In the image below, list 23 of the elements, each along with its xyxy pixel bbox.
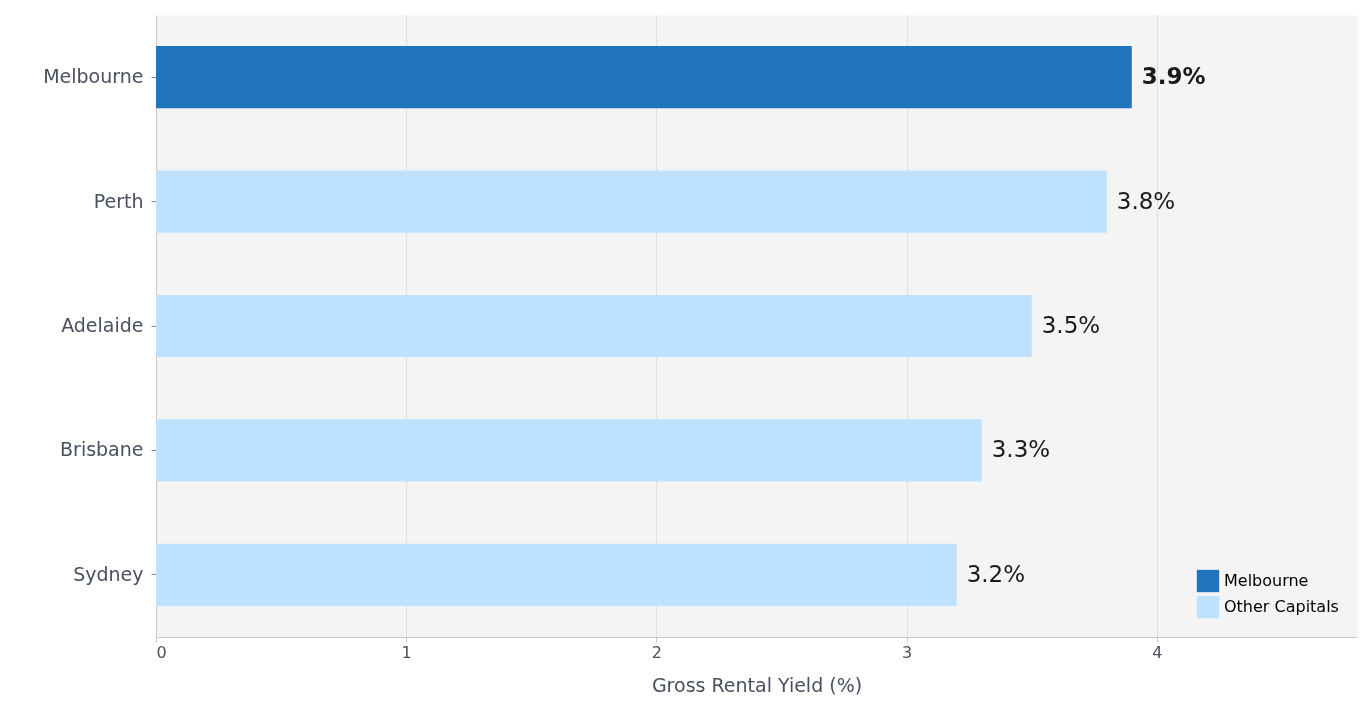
data-label: 3.9% [1141,63,1206,90]
bar [156,294,1032,358]
x-tick-label: 3 [902,642,913,662]
x-tick-label: 4 [1152,642,1163,662]
y-tick-label: Adelaide [61,314,144,336]
x-tick-label: 1 [401,642,412,662]
data-label: 3.2% [966,560,1026,587]
bar [156,170,1107,233]
legend-label: Other Capitals [1224,597,1339,616]
y-tick-label: Perth [93,189,144,212]
y-tick-label: Brisbane [60,438,144,461]
y-tick-label: Melbourne [43,65,144,88]
data-label: 3.3% [991,436,1051,463]
bar [156,46,1132,109]
data-label: 3.8% [1116,187,1176,214]
data-label: 3.5% [1041,312,1101,338]
x-tick-label: 2 [651,642,663,662]
x-tick-label: 0 [156,642,167,662]
legend-label: Melbourne [1224,571,1309,590]
x-axis-title: Gross Rental Yield (%) [651,673,863,696]
y-tick-label: Sydney [73,562,144,585]
bar [156,543,957,606]
bar [156,419,982,482]
